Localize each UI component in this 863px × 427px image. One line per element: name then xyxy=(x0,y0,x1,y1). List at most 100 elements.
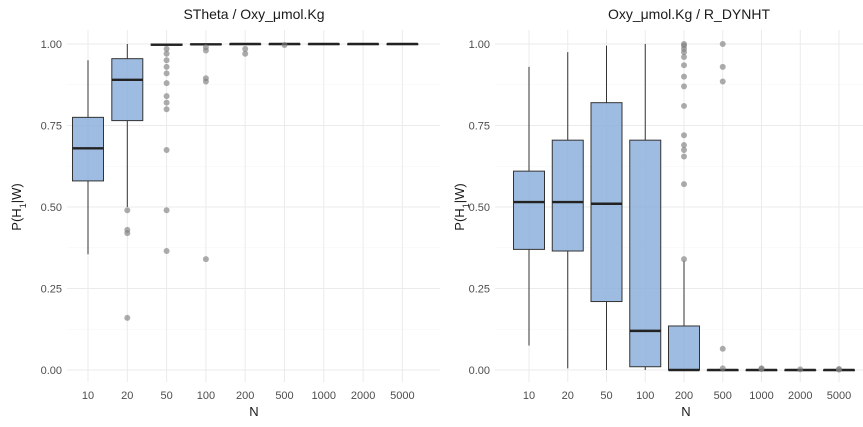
box-1000 xyxy=(307,42,340,46)
outlier-point xyxy=(719,365,726,372)
outlier-point xyxy=(681,54,687,61)
box-iqr xyxy=(590,102,623,303)
panel-right-x-ticks: 10 20 50 100 200 500 1000 2000 5000 xyxy=(523,390,851,402)
outlier-point xyxy=(242,50,249,57)
panel-right-y-axis-title-sub: 1 xyxy=(461,203,471,208)
outlier-point xyxy=(681,142,687,149)
outlier-point xyxy=(281,41,288,48)
x-tick-label: 2000 xyxy=(788,390,812,402)
outlier-point xyxy=(163,207,170,214)
outlier-point xyxy=(681,102,687,109)
box-1000 xyxy=(745,365,778,373)
panel-right-y-ticks: 0.00 0.25 0.50 0.75 1.00 xyxy=(469,39,490,377)
outlier-point xyxy=(719,63,726,70)
outlier-point xyxy=(163,63,170,70)
box-5000 xyxy=(823,366,855,373)
outlier-point xyxy=(681,73,687,80)
x-tick-label: 200 xyxy=(675,390,693,402)
box-iqr xyxy=(513,170,545,250)
outlier-point xyxy=(163,57,170,64)
outlier-point xyxy=(163,70,170,77)
outlier-point xyxy=(719,41,726,47)
panel-left-x-axis-title: N xyxy=(249,404,258,419)
box-100 xyxy=(629,44,662,370)
box-iqr xyxy=(668,325,700,371)
y-tick-label: 0.50 xyxy=(41,202,62,214)
panel-left-y-axis-title: P(H1|W) xyxy=(9,183,28,230)
x-tick-label: 1000 xyxy=(312,390,336,402)
outlier-point xyxy=(681,62,687,69)
panel-left-y-ticks: 0.00 0.25 0.50 0.75 1.00 xyxy=(41,39,62,377)
x-tick-label: 5000 xyxy=(390,390,414,402)
box-2000 xyxy=(784,366,817,373)
y-tick-label: 0.50 xyxy=(469,202,490,214)
outlier-point xyxy=(163,99,170,106)
y-tick-label: 0.25 xyxy=(41,284,62,296)
outlier-point xyxy=(681,146,687,153)
x-tick-label: 2000 xyxy=(351,390,375,402)
outlier-point xyxy=(681,132,687,139)
x-tick-label: 100 xyxy=(197,390,215,402)
panel-right-y-axis-title-tail: |W) xyxy=(452,183,467,203)
panel-right-x-axis-title: N xyxy=(681,404,690,419)
x-tick-label: 50 xyxy=(160,390,172,402)
panel-left: STheta / Oxy_μmol.Kg 0.00 0.25 0.50 0.75 1.0… xyxy=(9,6,440,419)
x-tick-label: 20 xyxy=(121,390,133,402)
outlier-point xyxy=(681,83,687,90)
outlier-point xyxy=(797,366,804,373)
y-tick-label: 0.75 xyxy=(41,121,62,133)
x-tick-label: 100 xyxy=(636,390,654,402)
outlier-point xyxy=(202,78,209,85)
box-20 xyxy=(111,44,144,321)
box-10 xyxy=(513,66,545,346)
panel-right-title: Oxy_μmol.Kg / R_DYNHT xyxy=(608,6,771,22)
x-tick-label: 1000 xyxy=(749,390,773,402)
outlier-point xyxy=(163,80,170,87)
box-50 xyxy=(150,43,183,255)
outlier-point xyxy=(681,181,687,188)
box-200 xyxy=(668,41,700,372)
x-tick-label: 10 xyxy=(82,390,94,402)
y-tick-label: 0.75 xyxy=(469,121,490,133)
outlier-point xyxy=(163,50,170,57)
box-500 xyxy=(706,41,739,372)
panel-right-y-axis-title-main: P(H xyxy=(452,208,467,230)
box-10 xyxy=(72,60,104,255)
x-tick-label: 20 xyxy=(562,390,574,402)
panel-right-boxes xyxy=(513,41,855,373)
outlier-point xyxy=(124,207,131,214)
box-200 xyxy=(229,42,262,57)
x-tick-label: 200 xyxy=(236,390,254,402)
y-tick-label: 1.00 xyxy=(469,39,490,51)
box-20 xyxy=(551,52,584,369)
x-tick-label: 500 xyxy=(714,390,732,402)
outlier-point xyxy=(163,146,170,153)
outlier-point xyxy=(242,45,249,52)
panel-left-y-axis-title-tail: |W) xyxy=(9,183,24,203)
outlier-point xyxy=(719,78,726,85)
x-tick-label: 5000 xyxy=(827,390,851,402)
outlier-point xyxy=(681,153,687,160)
outlier-point xyxy=(681,49,687,56)
panel-left-y-axis-title-main: P(H xyxy=(9,208,24,230)
y-tick-label: 0.00 xyxy=(41,365,62,377)
outlier-point xyxy=(836,366,842,373)
panel-left-title: STheta / Oxy_μmol.Kg xyxy=(183,6,324,22)
y-tick-label: 0.00 xyxy=(469,365,490,377)
outlier-point xyxy=(163,248,170,255)
outlier-point xyxy=(719,345,726,352)
box-iqr xyxy=(111,58,144,122)
y-tick-label: 1.00 xyxy=(41,39,62,51)
outlier-point xyxy=(124,230,131,237)
panel-left-boxes xyxy=(72,41,419,321)
x-tick-label: 500 xyxy=(275,390,293,402)
panel-right-y-axis-title: P(H1|W) xyxy=(452,183,471,230)
box-100 xyxy=(189,43,222,263)
box-iqr xyxy=(551,139,584,252)
outlier-point xyxy=(202,47,209,54)
outlier-point xyxy=(681,256,687,263)
outlier-point xyxy=(758,366,765,373)
box-iqr xyxy=(629,139,662,368)
box-500 xyxy=(268,41,301,48)
